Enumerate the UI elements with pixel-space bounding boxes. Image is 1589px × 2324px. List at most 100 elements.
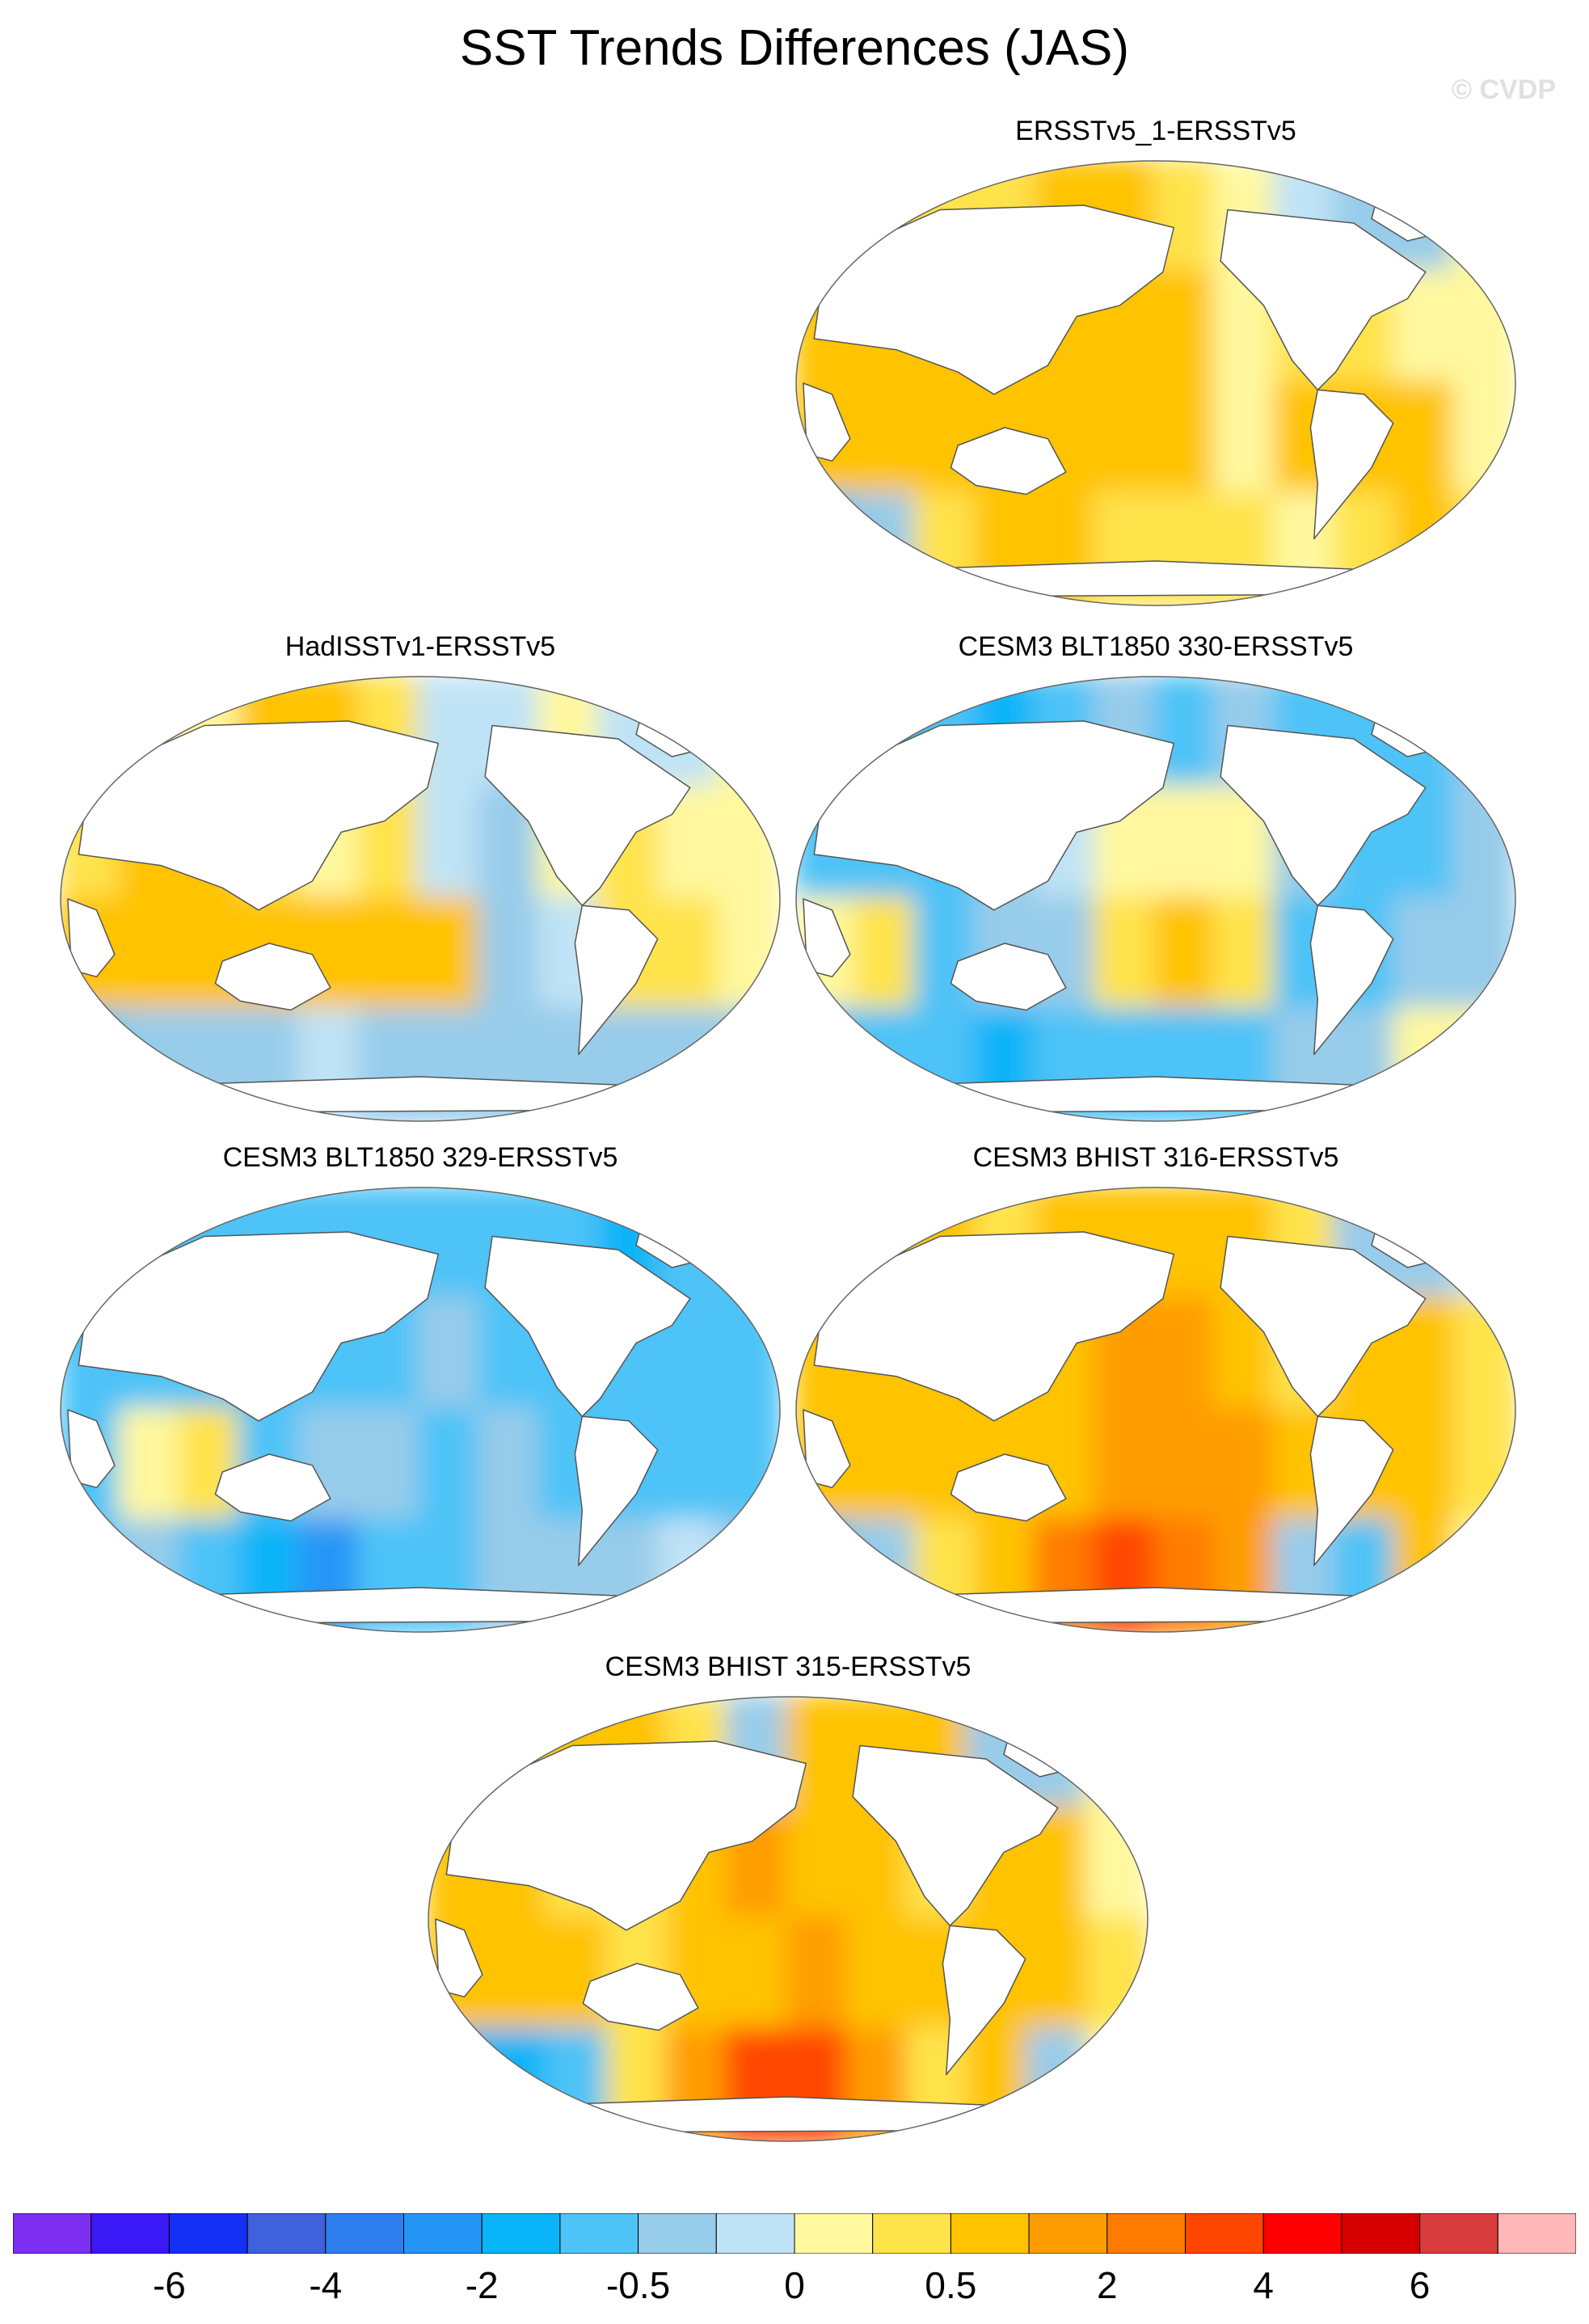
- sst-cell: [854, 896, 919, 1013]
- sst-cell: [478, 1407, 543, 1524]
- north-america-landmass: [484, 724, 691, 907]
- sst-cell: [1153, 1407, 1219, 1524]
- sst-cell: [657, 1007, 723, 1121]
- sst-cell: [913, 1518, 979, 1632]
- sst-cell: [1452, 491, 1515, 605]
- world-map: [428, 1696, 1149, 2142]
- australia-landmass: [950, 427, 1067, 496]
- panel-title: HadISSTv1-ERSSTv5: [285, 631, 556, 662]
- sst-cell: [1333, 1518, 1398, 1632]
- colorbar-swatch: [1341, 2213, 1421, 2254]
- sst-cell: [486, 1917, 551, 2033]
- sst-cell: [913, 1007, 979, 1121]
- south-america-landmass: [574, 1415, 659, 1567]
- sst-cell: [854, 491, 919, 605]
- south-america-landmass: [1309, 905, 1394, 1056]
- sst-cell: [1452, 1296, 1515, 1412]
- north-america-landmass: [1220, 1235, 1427, 1418]
- australia-landmass: [214, 943, 331, 1011]
- world-map: [795, 1187, 1516, 1633]
- sst-cell: [717, 1518, 780, 1632]
- sst-cell: [357, 896, 423, 1013]
- sst-cell: [1393, 896, 1458, 1013]
- colorbar-tick-label: 2: [1097, 2264, 1118, 2306]
- colorbar-swatch: [1185, 2213, 1264, 2254]
- sst-cell: [786, 1917, 851, 2033]
- sst-cell: [1452, 677, 1515, 791]
- map-outline: [795, 1187, 1516, 1633]
- sst-cell: [717, 677, 780, 791]
- sst-cell: [1393, 1407, 1458, 1524]
- map-outline: [795, 160, 1516, 606]
- sst-cell: [1093, 896, 1158, 1013]
- sst-cell: [178, 1007, 243, 1121]
- sst-cell: [1452, 381, 1515, 497]
- sst-cell: [1085, 2027, 1148, 2141]
- sst-cell: [1093, 1407, 1158, 1524]
- map-outline: [428, 1696, 1149, 2142]
- map-panel-bhist-315: CESM3 BHIST 315-ERSSTv5: [424, 1651, 1152, 2160]
- colorbar-swatch: [1106, 2213, 1186, 2254]
- sst-cell: [1093, 381, 1158, 497]
- panel-title: CESM3 BLT1850 330-ERSSTv5: [958, 631, 1354, 662]
- sst-cell: [1452, 161, 1515, 275]
- map-panel-blt1850-329: CESM3 BLT1850 329-ERSSTv5: [57, 1141, 784, 1651]
- sst-cell: [418, 1296, 483, 1412]
- sst-cell: [717, 1296, 780, 1412]
- map-panel-hadisst: HadISSTv1-ERSSTv5: [57, 631, 784, 1140]
- colorbar: [13, 2213, 1576, 2254]
- colorbar-swatch: [168, 2213, 248, 2254]
- colorbar-swatch: [481, 2213, 561, 2254]
- sst-cell: [1452, 1518, 1515, 1632]
- sst-cell: [725, 1917, 790, 2033]
- sst-cell: [118, 1007, 183, 1121]
- sst-cell: [845, 1917, 911, 2033]
- sst-cell: [1153, 896, 1219, 1013]
- sst-cell: [1085, 1805, 1148, 1921]
- colorbar-tick-label: 4: [1253, 2264, 1274, 2306]
- sst-cell: [357, 1407, 423, 1524]
- colorbar-swatch: [715, 2213, 795, 2254]
- australia-landmass: [950, 1453, 1067, 1522]
- world-map: [60, 676, 781, 1122]
- sst-cell: [478, 896, 543, 1013]
- colorbar-swatch: [638, 2213, 717, 2254]
- sst-cell: [657, 1407, 723, 1524]
- colorbar-swatch: [872, 2213, 951, 2254]
- sst-cell: [913, 491, 979, 605]
- asia-landmass: [445, 1740, 807, 1931]
- sst-cell: [61, 677, 124, 791]
- sst-cell: [418, 896, 483, 1013]
- colorbar-swatch: [247, 2213, 327, 2254]
- map-outline: [60, 676, 781, 1122]
- australia-landmass: [582, 1963, 699, 2031]
- colorbar-swatch: [950, 2213, 1030, 2254]
- world-map: [795, 676, 1516, 1122]
- sst-cell: [854, 1407, 919, 1524]
- colorbar-swatch: [1497, 2213, 1576, 2254]
- colorbar-swatch: [1262, 2213, 1342, 2254]
- sst-cell: [1452, 1407, 1515, 1524]
- sst-cell: [1452, 269, 1515, 386]
- sst-cell: [657, 896, 723, 1013]
- map-outline: [795, 676, 1516, 1122]
- sst-cell: [61, 1187, 124, 1301]
- sst-cell: [1213, 1407, 1279, 1524]
- world-map: [60, 1187, 781, 1633]
- sst-cell: [1452, 785, 1515, 901]
- asia-landmass: [813, 205, 1175, 395]
- watermark: © CVDP: [1452, 74, 1556, 105]
- colorbar-tick-label: -4: [309, 2264, 343, 2306]
- south-america-landmass: [942, 1925, 1026, 2076]
- sst-cell: [418, 785, 483, 901]
- map-panel-bhist-316: CESM3 BHIST 316-ERSSTv5: [792, 1141, 1519, 1651]
- sst-cell: [486, 2027, 551, 2141]
- sst-cell: [1452, 1187, 1515, 1301]
- sst-cell: [1153, 785, 1219, 901]
- sst-cell: [1393, 381, 1458, 497]
- south-america-landmass: [1309, 1415, 1394, 1567]
- figure-title: SST Trends Differences (JAS): [459, 20, 1130, 76]
- colorbar-tick-label: 6: [1409, 2264, 1431, 2306]
- sst-cell: [1153, 381, 1219, 497]
- asia-landmass: [813, 720, 1175, 911]
